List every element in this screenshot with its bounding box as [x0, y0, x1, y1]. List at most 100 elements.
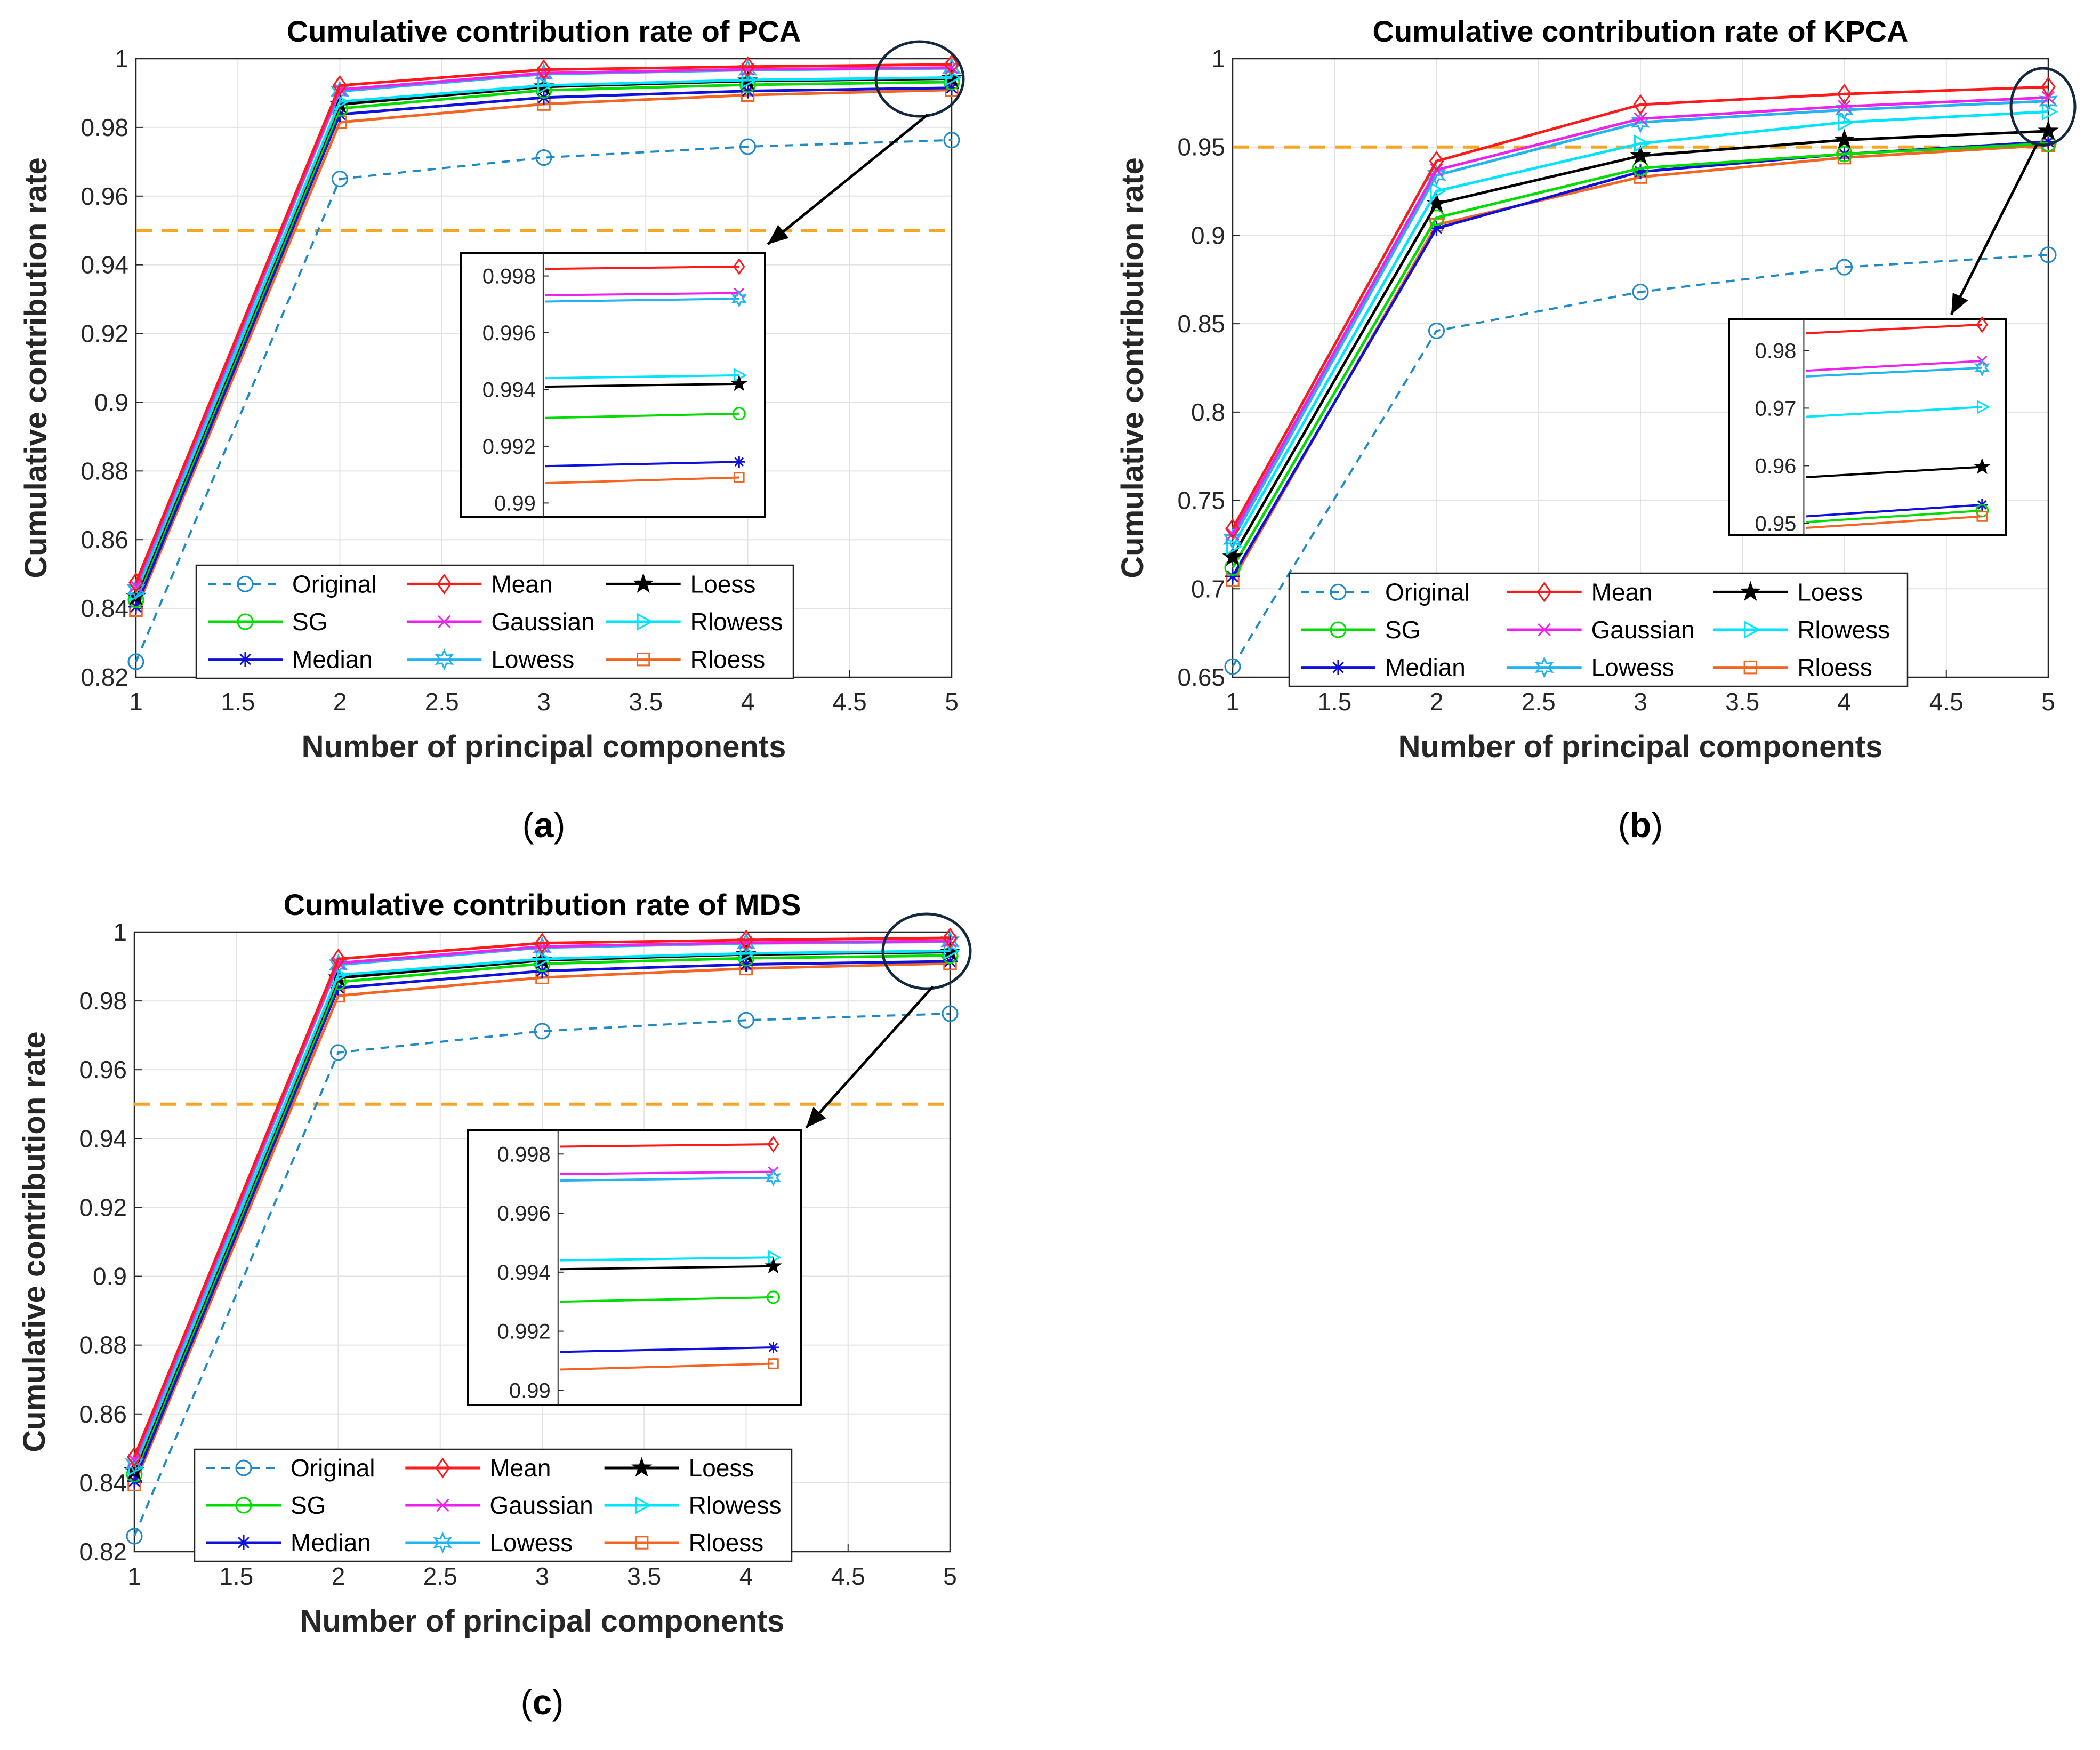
panel-label-letter: b	[1630, 805, 1651, 845]
legend-marker-original	[235, 1459, 252, 1476]
legend-label-lowess: Lowess	[491, 646, 574, 673]
legend: Original Mean Loess SG Gaussian Rlowess Median…	[195, 564, 794, 679]
data-point-mean	[331, 948, 346, 969]
x-tick-label: 2.5	[425, 688, 459, 716]
y-tick-label: 0.86	[79, 1400, 127, 1428]
data-point-mean	[738, 929, 754, 951]
inset-line-sg	[1806, 509, 1982, 524]
inset-point-lowess	[765, 1168, 782, 1187]
inset-point-loess	[765, 1257, 782, 1274]
x-tick-label: 2	[332, 1562, 345, 1590]
inset-y-tick-label: 0.992	[497, 1320, 551, 1344]
data-point-mean	[127, 1447, 142, 1467]
inset-frame	[1728, 318, 2007, 536]
inset-point-lowess	[1974, 358, 1990, 377]
x-tick-label: 1.5	[1317, 688, 1351, 716]
y-tick-label: 0.65	[1177, 663, 1225, 691]
legend-label-rlowess: Rlowess	[1797, 616, 1890, 644]
data-point-gaussian	[1634, 112, 1647, 125]
panel-label: (a)	[522, 805, 566, 845]
legend-marker-median	[236, 1535, 251, 1550]
inset-line-median	[1806, 503, 1982, 518]
data-point-original	[943, 132, 960, 149]
panel-label-open: (	[1618, 805, 1630, 845]
y-tick-label: 0.94	[79, 1125, 127, 1152]
inset-line-mean	[1806, 323, 1982, 334]
data-point-median	[738, 957, 754, 972]
data-point-original	[739, 138, 757, 155]
inset-line-mean	[545, 266, 739, 270]
data-point-original	[329, 1044, 347, 1061]
y-tick-label: 0.9	[93, 1263, 127, 1290]
x-tick-label: 5	[2041, 688, 2055, 716]
legend-marker-loess	[631, 1457, 653, 1477]
y-tick-label: 0.98	[81, 114, 128, 141]
inset-y-tick-label: 0.99	[509, 1379, 551, 1402]
legend-box	[194, 1448, 793, 1562]
data-point-median	[331, 980, 346, 996]
legend-marker-rloess	[634, 1536, 649, 1550]
data-point-mean	[2041, 76, 2056, 98]
legend-label-lowess: Lowess	[1591, 654, 1675, 681]
x-tick-label: 3.5	[629, 688, 663, 716]
series-line-mean	[1231, 85, 2049, 529]
y-tick-label: 0.7	[1191, 575, 1225, 603]
y-tick-label: 0.98	[79, 987, 127, 1015]
data-point-mean	[128, 572, 143, 593]
y-axis-label: Cumulative contribution rate	[1115, 157, 1150, 579]
legend-marker-mean	[1536, 581, 1552, 603]
inset-point-median	[733, 456, 745, 468]
panel-label-close: )	[553, 805, 565, 845]
series-original	[127, 132, 960, 670]
legend-marker-original	[1330, 583, 1347, 600]
inset-line-loess	[1806, 465, 1982, 478]
inset-y-tick-label: 0.992	[482, 435, 536, 459]
zoom-arrow-head	[768, 224, 789, 244]
inset-point-mean	[1976, 316, 1988, 333]
legend-marker-sg	[237, 613, 254, 630]
data-point-loess	[1630, 145, 1651, 165]
y-tick-label: 0.8	[1191, 398, 1225, 426]
inset-point-loess	[1973, 457, 1991, 475]
inset-line-loess	[545, 382, 739, 388]
legend-label-rloess: Rloess	[689, 1529, 764, 1556]
data-point-mean	[1837, 83, 1852, 105]
legend-label-loess: Loess	[690, 570, 756, 598]
legend-label-mean: Mean	[491, 570, 552, 598]
data-point-original	[127, 653, 144, 670]
series-line-lowess	[1231, 100, 2049, 540]
y-tick-label: 0.85	[1177, 310, 1225, 338]
data-point-lowess	[125, 1452, 144, 1475]
data-point-mean	[535, 933, 550, 954]
inset-line-sg	[545, 412, 739, 419]
panel-label: (b)	[1618, 805, 1663, 845]
y-tick-label: 0.9	[94, 388, 128, 416]
inset-y-tick-label: 0.95	[1755, 512, 1797, 535]
y-tick-label: 0.84	[79, 1469, 127, 1497]
legend-label-mean: Mean	[1591, 578, 1653, 606]
data-point-sg	[1836, 146, 1853, 163]
data-point-median	[740, 83, 755, 99]
inset-y-tick-label: 0.96	[1755, 454, 1797, 478]
data-point-rlowess	[1838, 113, 1855, 131]
chart-title: Cumulative contribution rate of MDS	[284, 888, 801, 921]
legend-marker-gaussian	[438, 615, 451, 629]
series-mean	[127, 927, 958, 1467]
x-tick-label: 4	[741, 688, 755, 716]
data-point-original	[331, 171, 349, 188]
y-tick-label: 0.92	[79, 1193, 127, 1221]
inset-y-tick-label: 0.994	[497, 1261, 551, 1285]
legend-label-sg: SG	[292, 608, 327, 636]
panel-label-open: (	[521, 1682, 533, 1722]
inset-point-median	[767, 1342, 779, 1354]
series-rlowess	[1226, 102, 2058, 556]
legend-marker-rloess	[1743, 660, 1758, 675]
panel-label-letter: a	[534, 805, 554, 845]
x-tick-label: 5	[943, 1562, 957, 1590]
inset-y-tick-label: 0.98	[1755, 339, 1797, 363]
panel-label: (c)	[521, 1682, 564, 1722]
zoom-arrow-head	[1951, 292, 1968, 315]
x-axis-label: Number of principal components	[1398, 729, 1883, 764]
y-tick-label: 0.95	[1177, 133, 1225, 161]
data-point-original	[737, 1012, 755, 1029]
